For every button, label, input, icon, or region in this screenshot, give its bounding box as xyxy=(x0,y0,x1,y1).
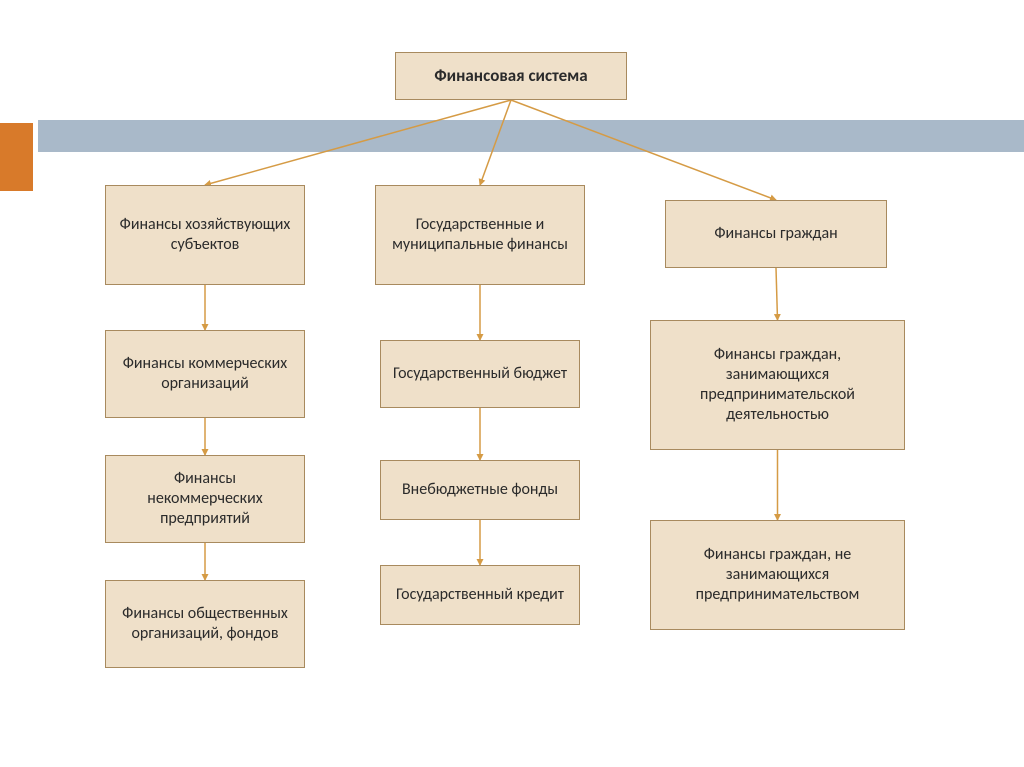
node-label: Внебюджетные фонды xyxy=(402,480,558,500)
node-col1-head: Финансы хозяйствующих субъектов xyxy=(105,185,305,285)
node-label: Финансы хозяйствующих субъектов xyxy=(116,215,294,255)
node-col2-head: Государственные и муниципальные финансы xyxy=(375,185,585,285)
node-label: Финансы граждан, занимающихся предприним… xyxy=(661,345,894,425)
decor-gray-bar xyxy=(38,120,1024,152)
node-label: Государственные и муниципальные финансы xyxy=(386,215,574,255)
node-label: Финансы коммерческих организаций xyxy=(116,354,294,394)
node-label: Финансы общественных организаций, фондов xyxy=(116,604,294,644)
node-col3-head: Финансы граждан xyxy=(665,200,887,268)
node-col3-item: Финансы граждан, занимающихся предприним… xyxy=(650,320,905,450)
node-label: Финансы граждан xyxy=(714,224,837,244)
node-root: Финансовая система xyxy=(395,52,627,100)
node-label: Государственный кредит xyxy=(396,585,564,605)
decor-orange-bar xyxy=(0,123,33,191)
node-root-label: Финансовая система xyxy=(434,65,587,86)
node-label: Финансы некоммерческих предприятий xyxy=(116,469,294,529)
node-label: Государственный бюджет xyxy=(393,364,567,384)
node-col2-item: Государственный бюджет xyxy=(380,340,580,408)
diagram-stage: Финансовая система Финансы хозяйствующих… xyxy=(0,0,1024,767)
node-col2-item: Государственный кредит xyxy=(380,565,580,625)
node-col2-item: Внебюджетные фонды xyxy=(380,460,580,520)
node-col3-item: Финансы граждан, не занимающихся предпри… xyxy=(650,520,905,630)
node-col1-item: Финансы коммерческих организаций xyxy=(105,330,305,418)
node-col1-item: Финансы некоммерческих предприятий xyxy=(105,455,305,543)
node-label: Финансы граждан, не занимающихся предпри… xyxy=(661,545,894,605)
node-col1-item: Финансы общественных организаций, фондов xyxy=(105,580,305,668)
